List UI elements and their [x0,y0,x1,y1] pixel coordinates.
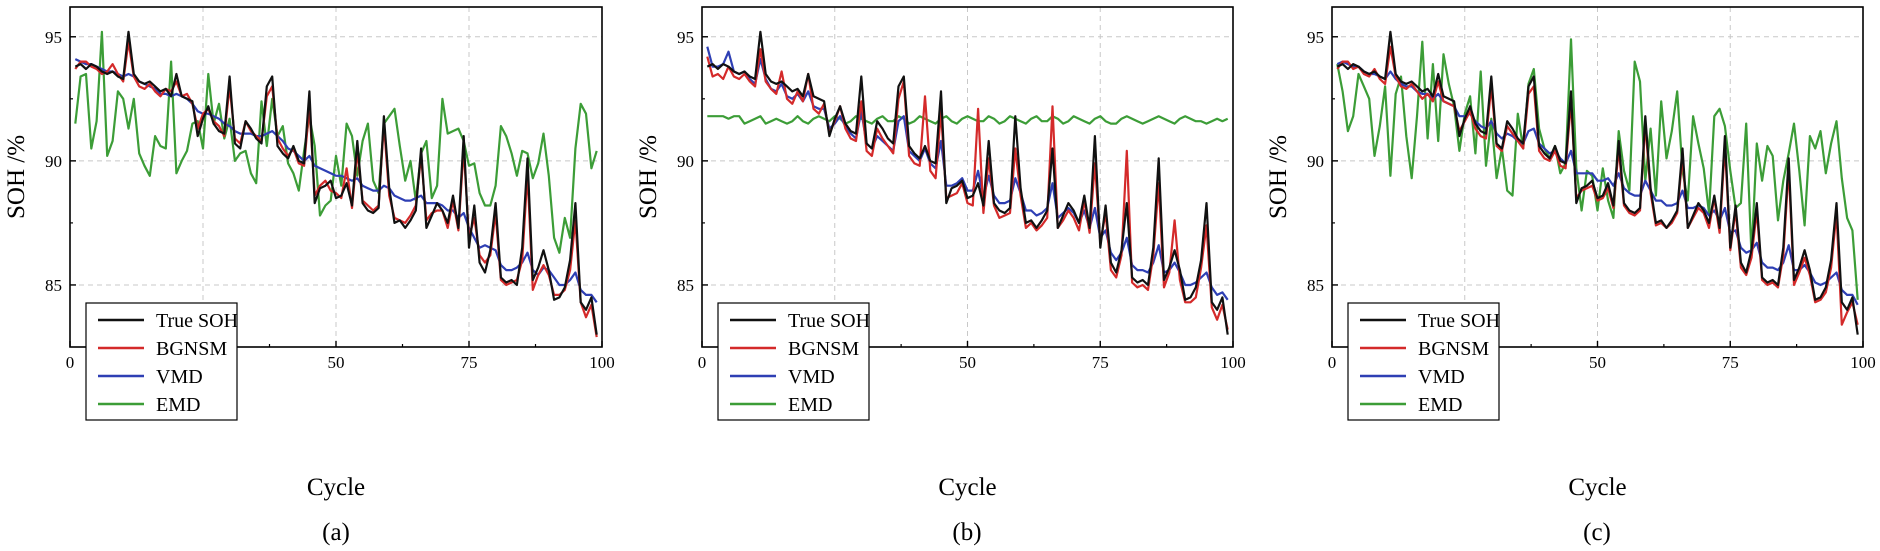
legend-label-bgnsm: BGNSM [156,338,227,360]
legend-label-emd: EMD [156,394,200,416]
panel-caption-a: (a) [322,519,350,546]
series-line-emd [74,30,598,254]
x-tick-label: 0 [1328,353,1337,372]
legend-label-emd: EMD [788,394,832,416]
series-line-true-soh [706,30,1229,335]
legend-label-true-soh: True SOH [1418,310,1500,332]
y-axis-title: SOH /% [635,135,662,219]
y-tick-label: 95 [677,28,694,47]
panel-caption-b: (b) [952,519,981,546]
x-tick-label: 75 [1722,353,1739,372]
x-axis-title: Cycle [1568,474,1626,501]
legend-box [85,302,238,421]
series-line-bgnsm [74,40,598,338]
series-line-emd [1336,38,1859,300]
series-line-emd [707,115,1229,125]
legend-label-bgnsm: BGNSM [1418,338,1489,360]
legend-label-vmd: VMD [156,366,203,388]
legend: True SOH BGNSM VMD EMD [1347,302,1500,421]
x-tick-label: 50 [1589,353,1606,372]
panel-b: 0255075100859095CycleSOH /%(b)True SOHBG… [635,6,1246,546]
x-tick-label: 0 [66,353,75,372]
x-tick-label: 50 [959,353,976,372]
legend-label-emd: EMD [1418,394,1462,416]
series-line-true-soh [1336,30,1859,335]
legend-label-vmd: VMD [788,366,835,388]
x-tick-label: 100 [1220,353,1246,372]
legend-box [1347,302,1500,421]
legend-label-true-soh: True SOH [788,310,870,332]
y-tick-label: 85 [677,276,694,295]
x-tick-label: 50 [328,353,345,372]
legend: True SOH BGNSM VMD EMD [85,302,238,421]
panel-a: 0255075100859095CycleSOH /%(a)True SOHBG… [3,6,615,546]
legend-label-true-soh: True SOH [156,310,238,332]
y-tick-label: 95 [45,28,62,47]
x-tick-label: 75 [461,353,478,372]
series-line-bgnsm [1336,45,1859,326]
y-tick-label: 90 [1307,152,1324,171]
panel-caption-c: (c) [1583,519,1611,546]
x-tick-label: 0 [698,353,707,372]
x-tick-label: 100 [589,353,615,372]
y-tick-label: 90 [45,152,62,171]
y-tick-label: 85 [45,276,62,295]
y-axis-title: SOH /% [1265,135,1292,219]
y-tick-label: 90 [677,152,694,171]
y-axis-title: SOH /% [3,135,30,219]
x-tick-label: 100 [1850,353,1876,372]
y-tick-label: 85 [1307,276,1324,295]
y-tick-label: 95 [1307,28,1324,47]
series-line-true-soh [74,30,598,335]
legend-box [717,302,870,421]
legend: True SOH BGNSM VMD EMD [717,302,870,421]
legend-label-vmd: VMD [1418,366,1465,388]
x-axis-title: Cycle [938,474,996,501]
x-axis-title: Cycle [307,474,365,501]
series-line-bgnsm [706,48,1229,330]
series-line-vmd [1336,60,1859,306]
legend-label-bgnsm: BGNSM [788,338,859,360]
x-tick-label: 75 [1092,353,1109,372]
panel-c: 0255075100859095CycleSOH /%(c)True SOHBG… [1265,6,1876,546]
